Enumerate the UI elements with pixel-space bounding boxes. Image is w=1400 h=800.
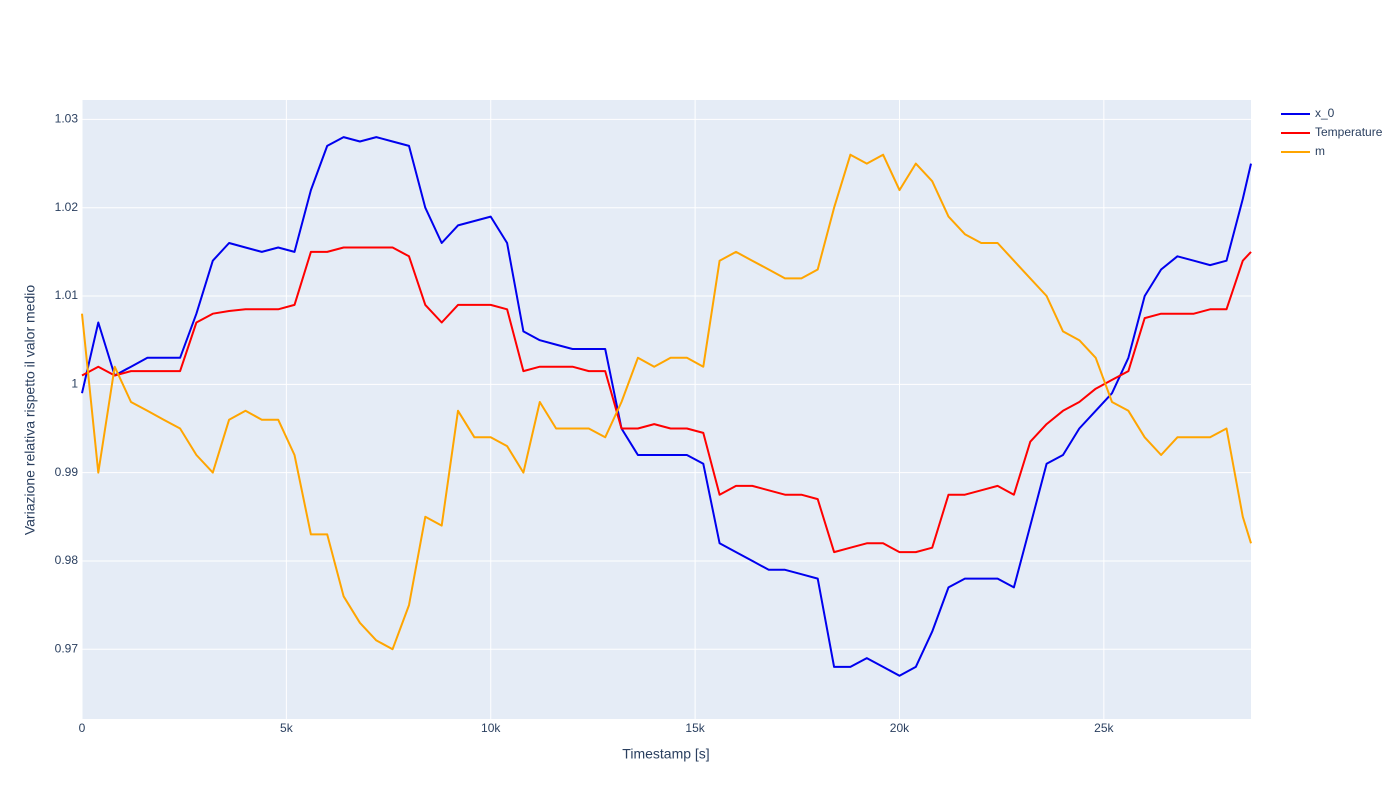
y-tick-label: 1 bbox=[71, 377, 78, 391]
x-tick-label: 5k bbox=[280, 721, 294, 735]
x-tick-label: 25k bbox=[1094, 721, 1114, 735]
y-tick-label: 1.03 bbox=[55, 112, 79, 126]
series-line bbox=[81, 136, 1252, 677]
plot-area bbox=[82, 100, 1251, 719]
y-tick-label: 0.99 bbox=[55, 465, 79, 479]
legend-label: x_0 bbox=[1315, 106, 1335, 120]
x-axis-title: Timestamp [s] bbox=[622, 746, 709, 762]
y-tick-label: 1.02 bbox=[55, 200, 79, 214]
x-tick-label: 15k bbox=[685, 721, 705, 735]
y-axis-title: Variazione relativa rispetto il valor me… bbox=[22, 285, 38, 536]
x-tick-label: 10k bbox=[481, 721, 501, 735]
y-tick-label: 1.01 bbox=[55, 288, 79, 302]
grid bbox=[81, 100, 1251, 719]
series-line bbox=[81, 153, 1252, 651]
series-line bbox=[81, 246, 1252, 554]
legend-label: m bbox=[1315, 144, 1325, 158]
x-tick-label: 0 bbox=[79, 721, 86, 735]
y-tick-label: 0.97 bbox=[55, 641, 79, 655]
lines bbox=[81, 136, 1252, 677]
x-tick-label: 20k bbox=[890, 721, 910, 735]
legend-label: Temperature bbox=[1315, 125, 1383, 139]
y-tick-label: 0.98 bbox=[55, 553, 79, 567]
